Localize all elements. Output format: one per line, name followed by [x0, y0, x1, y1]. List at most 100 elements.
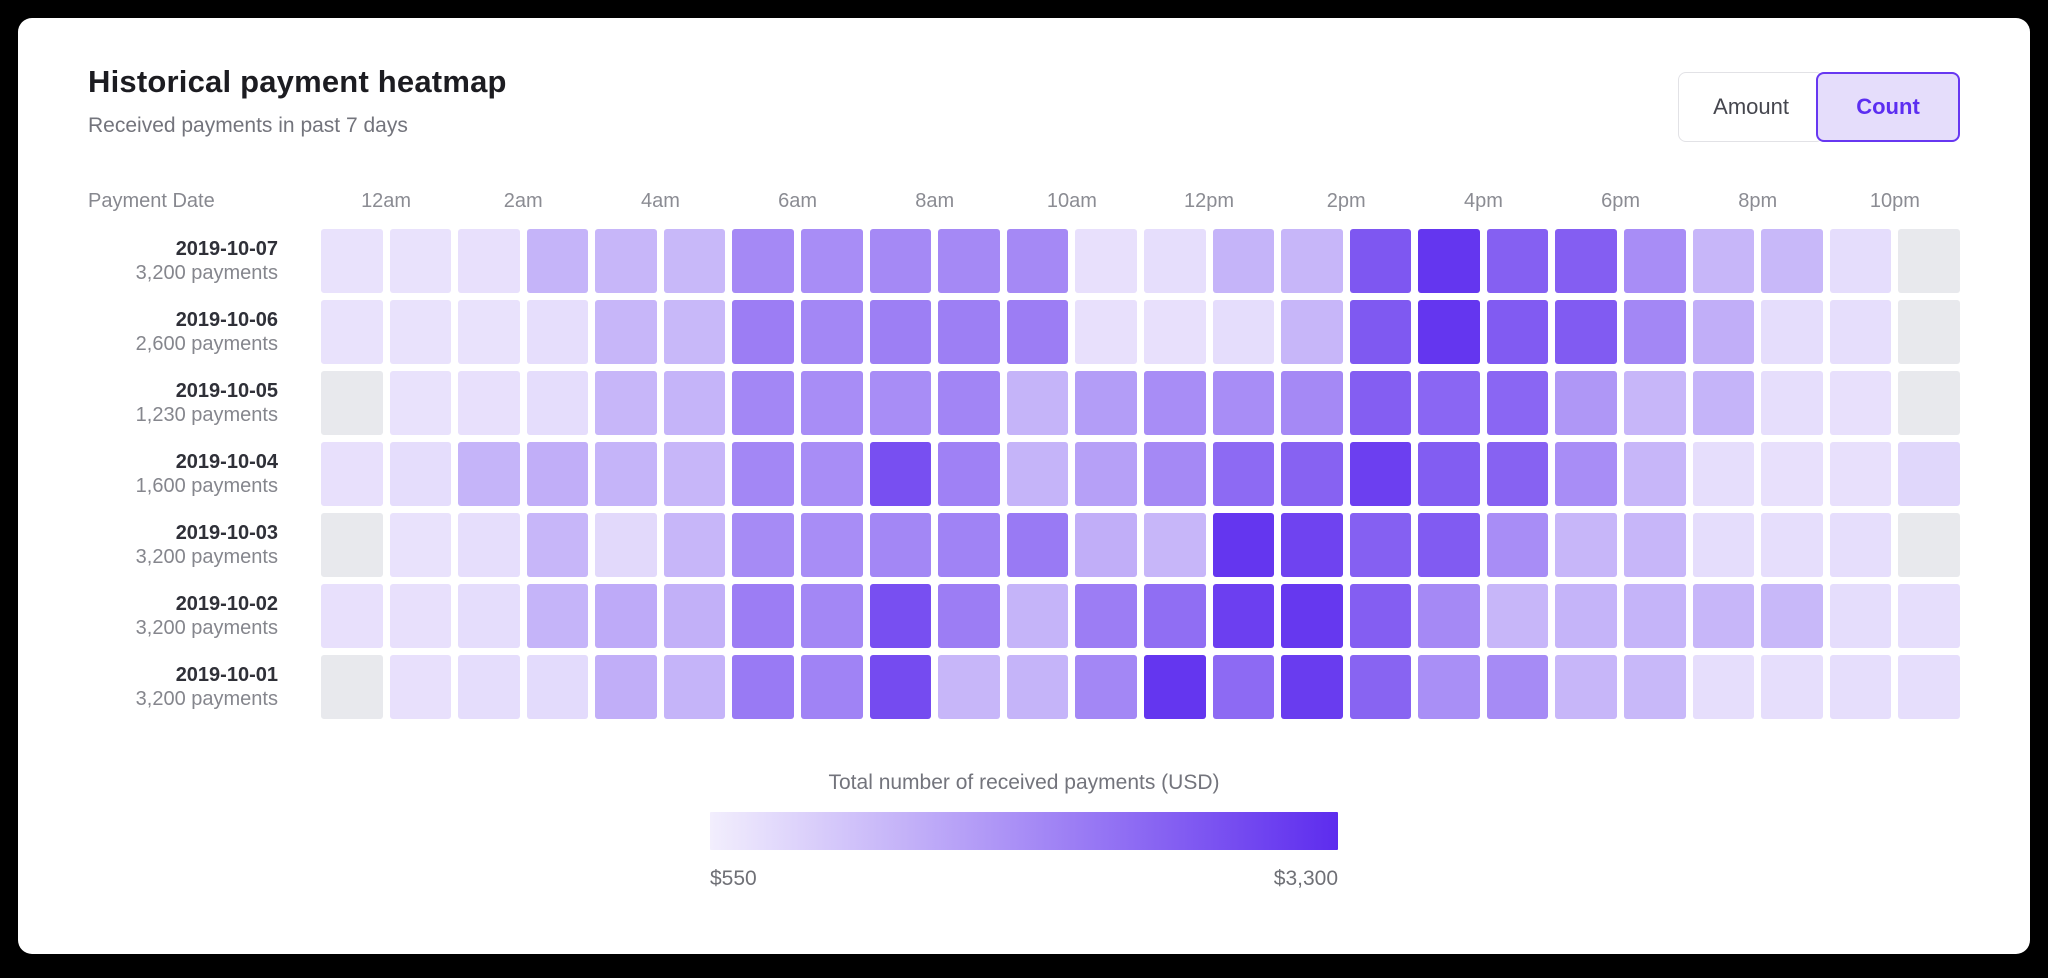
heatmap-cell[interactable]: [1212, 229, 1275, 293]
heatmap-cell[interactable]: [1418, 371, 1480, 435]
heatmap-cell[interactable]: [869, 442, 932, 506]
heatmap-cell[interactable]: [1281, 584, 1343, 648]
heatmap-cell[interactable]: [1212, 300, 1275, 364]
heatmap-cell[interactable]: [595, 229, 657, 293]
heatmap-cell[interactable]: [1349, 371, 1412, 435]
heatmap-cell[interactable]: [732, 655, 795, 719]
heatmap-cell[interactable]: [389, 584, 452, 648]
heatmap-cell[interactable]: [869, 584, 932, 648]
heatmap-cell[interactable]: [801, 229, 863, 293]
heatmap-cell[interactable]: [458, 655, 520, 719]
heatmap-cell[interactable]: [1898, 300, 1960, 364]
heatmap-cell[interactable]: [1418, 300, 1480, 364]
heatmap-cell[interactable]: [1212, 513, 1275, 577]
heatmap-cell[interactable]: [1761, 229, 1823, 293]
heatmap-cell[interactable]: [1692, 442, 1755, 506]
heatmap-cell[interactable]: [458, 584, 520, 648]
heatmap-cell[interactable]: [1349, 229, 1412, 293]
heatmap-cell[interactable]: [801, 584, 863, 648]
heatmap-cell[interactable]: [801, 371, 863, 435]
heatmap-cell[interactable]: [595, 300, 657, 364]
heatmap-cell[interactable]: [1898, 584, 1960, 648]
heatmap-cell[interactable]: [1075, 300, 1137, 364]
heatmap-cell[interactable]: [938, 513, 1000, 577]
heatmap-cell[interactable]: [1486, 229, 1549, 293]
heatmap-cell[interactable]: [1624, 584, 1686, 648]
heatmap-cell[interactable]: [526, 300, 589, 364]
heatmap-cell[interactable]: [938, 371, 1000, 435]
heatmap-cell[interactable]: [1075, 371, 1137, 435]
heatmap-cell[interactable]: [526, 655, 589, 719]
heatmap-cell[interactable]: [458, 371, 520, 435]
heatmap-cell[interactable]: [1281, 442, 1343, 506]
heatmap-cell[interactable]: [663, 442, 726, 506]
heatmap-cell[interactable]: [1006, 442, 1069, 506]
heatmap-cell[interactable]: [1624, 229, 1686, 293]
heatmap-cell[interactable]: [1761, 442, 1823, 506]
heatmap-cell[interactable]: [801, 655, 863, 719]
heatmap-cell[interactable]: [458, 513, 520, 577]
heatmap-cell[interactable]: [1486, 442, 1549, 506]
heatmap-cell[interactable]: [1555, 584, 1618, 648]
heatmap-cell[interactable]: [801, 300, 863, 364]
heatmap-cell[interactable]: [1898, 229, 1960, 293]
heatmap-cell[interactable]: [1486, 584, 1549, 648]
heatmap-cell[interactable]: [1418, 584, 1480, 648]
heatmap-cell[interactable]: [1761, 371, 1823, 435]
heatmap-cell[interactable]: [321, 655, 383, 719]
heatmap-cell[interactable]: [389, 229, 452, 293]
heatmap-cell[interactable]: [1143, 300, 1206, 364]
heatmap-cell[interactable]: [1349, 584, 1412, 648]
heatmap-cell[interactable]: [389, 371, 452, 435]
heatmap-cell[interactable]: [663, 513, 726, 577]
heatmap-cell[interactable]: [1624, 371, 1686, 435]
heatmap-cell[interactable]: [869, 371, 932, 435]
heatmap-cell[interactable]: [1898, 655, 1960, 719]
heatmap-cell[interactable]: [1692, 371, 1755, 435]
heatmap-cell[interactable]: [1761, 513, 1823, 577]
heatmap-cell[interactable]: [1898, 513, 1960, 577]
heatmap-cell[interactable]: [938, 584, 1000, 648]
heatmap-cell[interactable]: [1006, 584, 1069, 648]
heatmap-cell[interactable]: [1349, 513, 1412, 577]
heatmap-cell[interactable]: [526, 229, 589, 293]
heatmap-cell[interactable]: [1624, 655, 1686, 719]
heatmap-cell[interactable]: [458, 229, 520, 293]
heatmap-cell[interactable]: [1555, 229, 1618, 293]
heatmap-cell[interactable]: [1006, 371, 1069, 435]
heatmap-cell[interactable]: [1281, 655, 1343, 719]
heatmap-cell[interactable]: [869, 300, 932, 364]
heatmap-cell[interactable]: [732, 513, 795, 577]
heatmap-cell[interactable]: [321, 513, 383, 577]
heatmap-cell[interactable]: [663, 229, 726, 293]
heatmap-cell[interactable]: [869, 229, 932, 293]
heatmap-cell[interactable]: [1349, 655, 1412, 719]
heatmap-cell[interactable]: [663, 655, 726, 719]
heatmap-cell[interactable]: [1212, 371, 1275, 435]
heatmap-cell[interactable]: [1692, 513, 1755, 577]
heatmap-cell[interactable]: [1281, 300, 1343, 364]
heatmap-cell[interactable]: [321, 442, 383, 506]
heatmap-cell[interactable]: [1006, 300, 1069, 364]
heatmap-cell[interactable]: [663, 584, 726, 648]
heatmap-cell[interactable]: [389, 300, 452, 364]
heatmap-cell[interactable]: [1143, 442, 1206, 506]
count-toggle-button[interactable]: Count: [1816, 72, 1960, 142]
heatmap-cell[interactable]: [938, 229, 1000, 293]
heatmap-cell[interactable]: [1075, 655, 1137, 719]
heatmap-cell[interactable]: [1143, 229, 1206, 293]
heatmap-cell[interactable]: [321, 371, 383, 435]
heatmap-cell[interactable]: [732, 300, 795, 364]
heatmap-cell[interactable]: [663, 371, 726, 435]
heatmap-cell[interactable]: [663, 300, 726, 364]
heatmap-cell[interactable]: [938, 300, 1000, 364]
heatmap-cell[interactable]: [1898, 442, 1960, 506]
heatmap-cell[interactable]: [1761, 655, 1823, 719]
heatmap-cell[interactable]: [1075, 513, 1137, 577]
heatmap-cell[interactable]: [1212, 655, 1275, 719]
heatmap-cell[interactable]: [1898, 371, 1960, 435]
heatmap-cell[interactable]: [321, 229, 383, 293]
heatmap-cell[interactable]: [1418, 229, 1480, 293]
heatmap-cell[interactable]: [1486, 655, 1549, 719]
amount-toggle-button[interactable]: Amount: [1678, 72, 1824, 142]
